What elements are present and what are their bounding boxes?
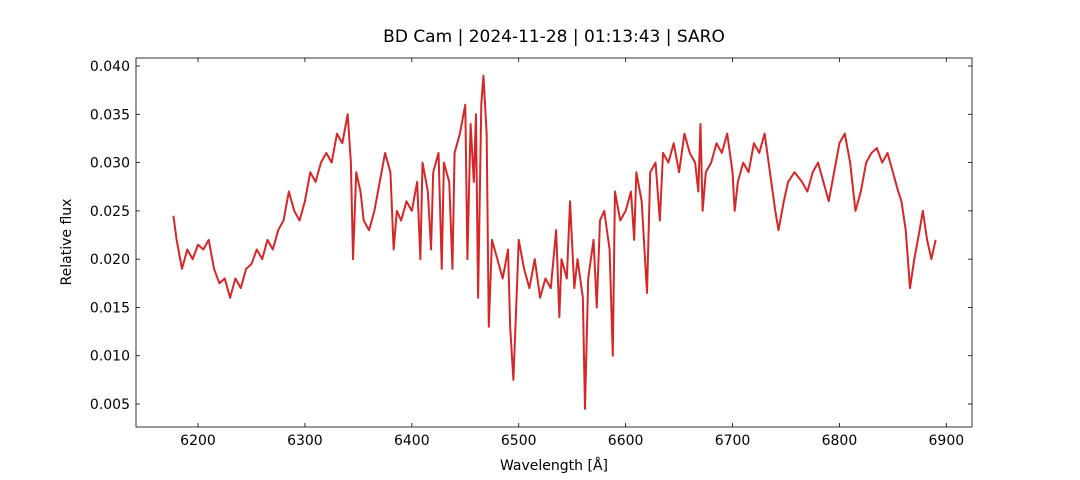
y-axis-label: Relative flux: [59, 199, 75, 286]
x-tick-label: 6800: [822, 433, 858, 449]
y-tick-label: 0.010: [90, 349, 130, 365]
x-tick-label: 6400: [394, 433, 430, 449]
x-tick-label: 6200: [180, 433, 216, 449]
x-tick-label: 6700: [715, 433, 751, 449]
y-tick-label: 0.025: [90, 204, 130, 220]
x-tick-label: 6500: [501, 433, 537, 449]
x-tick-label: 6600: [608, 433, 644, 449]
y-tick-label: 0.030: [90, 156, 130, 172]
y-tick-label: 0.020: [90, 252, 130, 268]
chart-title: BD Cam | 2024-11-28 | 01:13:43 | SARO: [383, 27, 725, 47]
plot-frame: [135, 57, 973, 428]
x-axis-label: Wavelength [Å]: [500, 457, 608, 474]
x-tick-label: 6900: [929, 433, 965, 449]
spectrum-line: [172, 74, 937, 410]
y-tick-label: 0.035: [90, 107, 130, 123]
y-tick-label: 0.040: [90, 59, 130, 75]
y-tick-label: 0.005: [90, 397, 130, 413]
x-tick-label: 6300: [287, 433, 323, 449]
y-tick-label: 0.015: [90, 300, 130, 316]
